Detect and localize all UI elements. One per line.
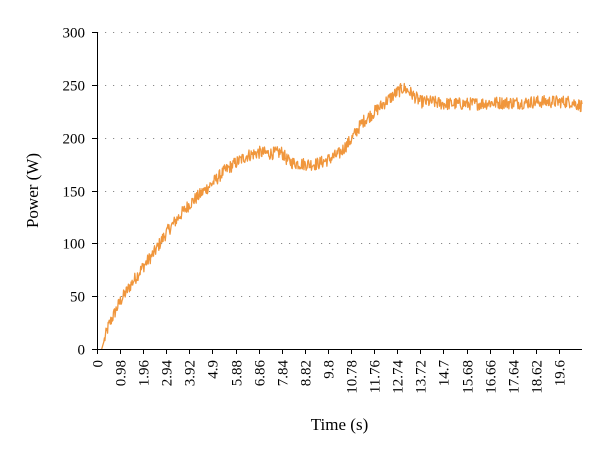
y-tick-labels: 0 50 100 150 200 250 300 [63,26,97,359]
x-tick-label: 16.66 [484,360,500,394]
x-tick-label: 0.98 [114,360,130,386]
y-tick-label: 50 [70,290,85,306]
series-line [101,82,583,350]
x-tick-label: 6.86 [253,360,269,387]
y-tick-label: 250 [63,79,86,95]
x-tick-label: 15.68 [461,360,477,394]
series-layer [101,82,583,350]
x-tick-label: 18.62 [530,360,546,394]
x-tick-label: 9.8 [322,360,338,379]
x-tick-label: 8.82 [299,360,315,386]
y-tick-label: 150 [63,185,86,201]
y-tick-label: 100 [63,237,86,253]
grid-lines [97,32,582,297]
x-tick-label: 17.64 [507,360,523,394]
y-tick-label: 0 [78,343,86,359]
x-tick-label: 1.96 [137,360,153,387]
y-tick-label: 300 [63,26,86,42]
x-tick-label: 19.6 [553,360,569,387]
x-tick-label: 0 [91,360,107,368]
x-tick-label: 5.88 [230,360,246,386]
y-axis-title: Power (W) [23,153,42,228]
x-tick-label: 13.72 [414,360,430,394]
y-tick-label: 200 [63,132,86,148]
x-tick-label: 14.7 [437,360,453,387]
x-tick-label: 7.84 [276,360,292,387]
x-tick-labels: 0 0.98 1.96 2.94 3.92 4.9 5.88 6.86 7.84 8.82 9.8 1… [91,349,569,394]
x-tick-label: 3.92 [183,360,199,386]
x-tick-label: 11.76 [368,360,384,394]
x-tick-label: 12.74 [391,360,407,394]
x-tick-label: 4.9 [206,360,222,379]
x-tick-label: 2.94 [160,360,176,387]
axes [97,32,582,350]
x-axis-title: Time (s) [311,415,368,434]
x-tick-label: 10.78 [345,360,361,394]
